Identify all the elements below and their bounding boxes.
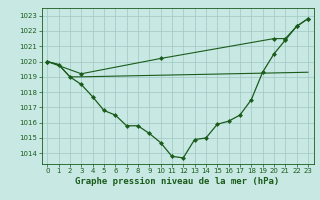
X-axis label: Graphe pression niveau de la mer (hPa): Graphe pression niveau de la mer (hPa) (76, 177, 280, 186)
